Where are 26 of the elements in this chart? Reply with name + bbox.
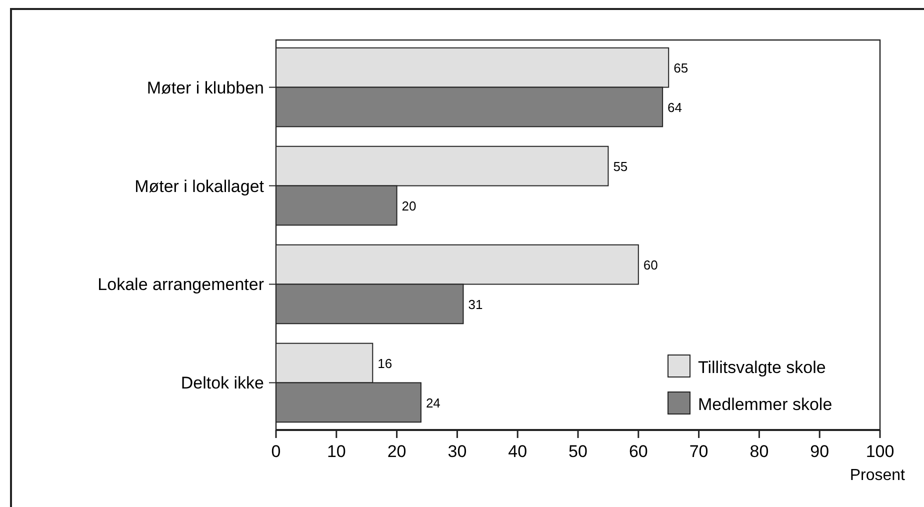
data-label: 55	[613, 159, 628, 174]
x-tick-label: 90	[810, 442, 830, 461]
y-tick-label: Møter i klubben	[146, 78, 264, 98]
y-tick-label: Deltok ikke	[180, 374, 264, 393]
data-label: 60	[643, 258, 658, 273]
x-tick-label: 0	[271, 442, 281, 461]
data-label: 64	[668, 100, 682, 115]
x-tick-label: 80	[750, 442, 769, 461]
data-label: 16	[378, 356, 392, 372]
x-tick-label: 100	[866, 442, 894, 461]
data-label: 24	[426, 395, 440, 410]
x-tick-label: 70	[689, 442, 708, 461]
x-tick-label: 50	[568, 442, 588, 461]
data-label: 65	[674, 60, 688, 76]
x-axis-title: Prosent	[850, 467, 906, 484]
x-tick-label: 20	[387, 442, 406, 461]
legend-label: Medlemmer skole	[698, 395, 832, 414]
y-tick-label: Møter i lokallaget	[134, 176, 264, 196]
data-label: 20	[402, 198, 416, 214]
data-label: 31	[468, 296, 483, 312]
x-tick-label: 60	[628, 442, 648, 461]
x-tick-label: 30	[448, 442, 467, 461]
y-tick-label: Lokale arrangementer	[98, 275, 264, 294]
x-tick-label: 10	[326, 442, 346, 461]
legend-label: Tillitsvalgte skole	[698, 358, 826, 377]
x-tick-label: 40	[508, 442, 528, 461]
